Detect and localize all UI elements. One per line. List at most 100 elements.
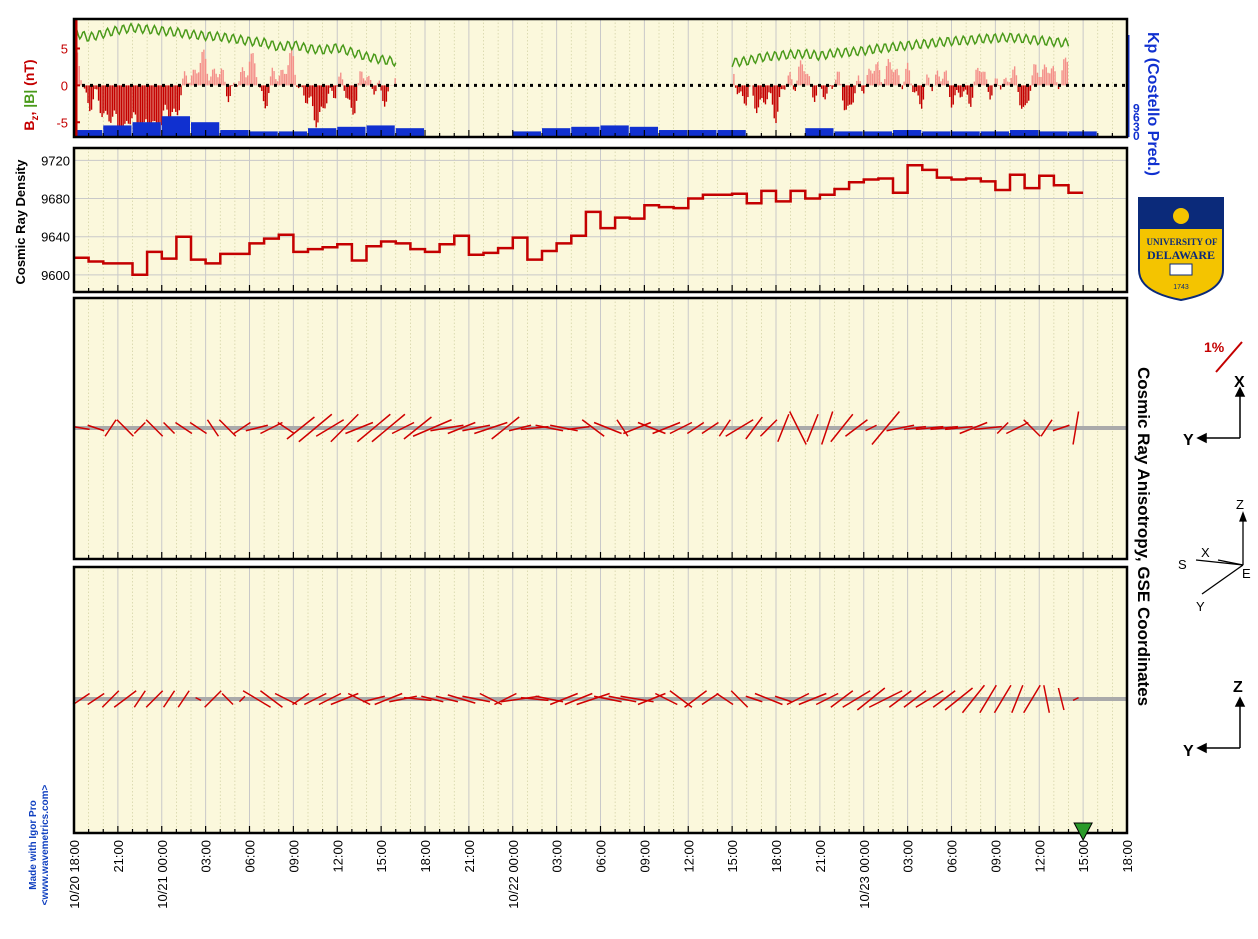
logo-year: 1743 [1173,284,1189,291]
anisotropy-vector [233,421,251,435]
anisotropy-vector [844,419,868,437]
x-tick-label: 09:00 [286,840,301,873]
key-x-label: X [1234,374,1245,391]
bz-label: B [21,120,37,130]
anisotropy-vector [652,421,681,435]
key-y2-label: Y [1183,743,1194,760]
anisotropy-vector [145,419,164,437]
kp-bar [308,128,337,136]
anisotropy-vector [500,695,540,703]
anisotropy-vector [520,696,549,702]
anisotropy-vector [177,690,190,708]
anisotropy-vector [654,692,678,706]
anisotropy-vector [1052,424,1070,432]
kp-tick-label: 9 [1133,101,1140,115]
anisotropy-vector [345,421,374,435]
anisotropy-vector [637,692,666,706]
anisotropy-vector [494,692,517,706]
anisotropy-vector [245,424,268,432]
anisotropy-vector [330,413,359,443]
anisotropy-vector [745,695,763,703]
anisotropy-vector [593,695,622,703]
anisotropy-vector [593,421,622,435]
bz-separator: , [21,108,37,116]
anisotropy-vector [550,424,578,432]
anisotropy-vector [820,411,834,445]
x-tick-label: 03:00 [901,840,916,873]
anisotropy-vector [616,419,629,437]
anisotropy-vector [1023,419,1041,437]
anisotropy-vector [1023,684,1041,714]
anisotropy-vector [637,421,666,435]
anisotropy-vector [303,692,327,706]
kp-bar [337,126,366,136]
kp-bar [571,126,600,136]
anisotropy-vector [745,416,763,440]
anisotropy-vector [774,695,792,703]
anisotropy-vector [218,419,237,437]
anisotropy-vector [888,690,912,708]
anisotropy-vector [133,690,146,708]
anisotropy-vector [915,425,944,431]
anisotropy-vector [447,694,476,704]
anisotropy-vector [718,419,731,437]
anisotropy-vector [865,424,877,432]
university-logo: UNIVERSITY OF DELAWARE 1743 [1138,197,1224,302]
anisotropy-vector [1040,419,1053,437]
anisotropy-vector [242,690,271,708]
anisotropy-vector [286,416,315,440]
anisotropy-vector [684,690,708,708]
anisotropy-vector [1072,696,1079,702]
current-time-marker [1073,822,1093,842]
x-tick-label: 09:00 [637,840,652,873]
key-z-label: Z [1233,679,1243,696]
x-tick-label: 10/22 00:00 [506,840,521,909]
anisotropy-vector [581,419,605,437]
anisotropy-vector [462,424,491,432]
anisotropy-vector [777,413,790,443]
x-tick-label: 18:00 [418,840,433,873]
anisotropy-vector [277,421,295,435]
anisotropy-vector [669,421,693,435]
anisotropy-vector [789,411,807,445]
bfield-unit: (nT) [21,59,37,89]
kp-bar [395,128,424,136]
anisotropy-vector [815,692,839,706]
anisotropy-vector [786,692,810,706]
kp-ylabel: Kp (Costello Pred.) [1144,32,1161,176]
bfield-ylabel: Bz, |B| (nT) [21,59,41,130]
anisotropy-vector [576,692,610,706]
anisotropy-vector [974,425,1002,431]
x-tick-label: 10/23 00:00 [857,840,872,909]
anisotropy-vector [104,419,117,437]
anisotropy-vector [868,690,903,708]
anisotropy-vector [430,424,464,432]
anisotropy-vector [133,421,146,435]
x-tick-label: 03:00 [199,840,214,873]
kp-bar [132,122,161,136]
x-tick-label: 06:00 [243,840,258,873]
xy-axes-key [1196,386,1246,444]
x-tick-label: 18:00 [769,840,784,873]
density-ytick-label: 9600 [41,268,70,283]
anisotropy-vector [260,421,283,435]
anisotropy-vector [701,692,719,706]
density-ytick-label: 9720 [41,153,70,168]
credit-line1: Made with Igor Pro [28,800,39,889]
anisotropy-vector [1057,687,1065,711]
x-tick-label: 21:00 [462,840,477,873]
anisotropy-vector [623,421,652,435]
anisotropy-vector [903,425,927,431]
anisotropy-vector [993,684,1012,714]
credit-line2: <www.wavemetrics.com> [40,784,51,905]
anisotropy-vector [759,419,778,437]
anisotropy-vector [608,695,637,703]
anisotropy-vector [87,692,105,706]
x-tick-label: 21:00 [111,840,126,873]
density-ylabel: Cosmic Ray Density [13,159,28,285]
anisotropy-vector [447,421,476,435]
anisotropy-vector [1043,685,1051,713]
anisotropy-vector [886,424,915,432]
orient-e-label: E [1242,566,1251,581]
anisotropy-vector [435,695,459,703]
